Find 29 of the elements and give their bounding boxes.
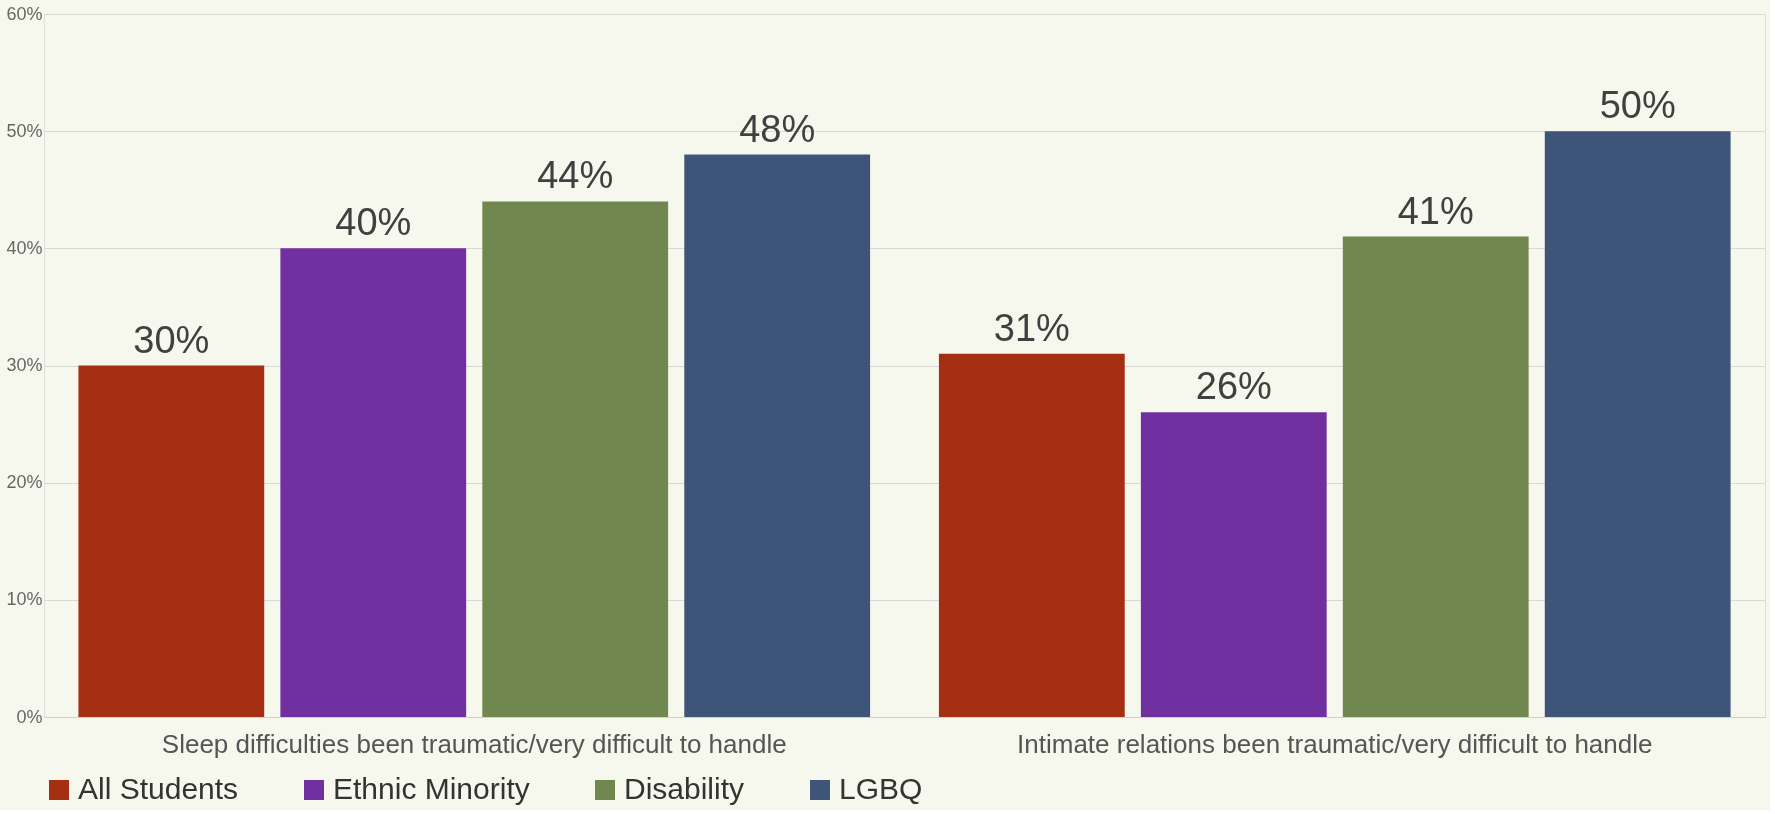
data-label: 50% <box>1599 84 1676 127</box>
data-label: 26% <box>1195 365 1272 408</box>
y-tick-label: 60% <box>6 3 43 24</box>
data-label: 40% <box>335 201 412 244</box>
data-label: 48% <box>739 107 816 150</box>
bar <box>280 248 467 717</box>
y-tick-label: 30% <box>6 355 43 375</box>
bar <box>1544 131 1731 717</box>
x-tick-label: Sleep difficulties been traumatic/very difficult to handle <box>161 728 787 759</box>
data-label: 44% <box>537 154 614 197</box>
y-tick-label: 50% <box>6 120 43 141</box>
x-tick-label: Intimate relations been traumatic/very difficult to handle <box>1017 728 1653 759</box>
legend-label: Ethnic Minority <box>333 772 530 805</box>
data-label: 30% <box>133 318 210 361</box>
legend-label: All Students <box>78 772 239 805</box>
y-tick-label: 20% <box>6 472 43 493</box>
y-tick-label: 0% <box>16 706 43 727</box>
bar <box>938 353 1125 717</box>
bar <box>684 154 871 717</box>
y-tick-label: 40% <box>6 237 43 258</box>
bar <box>78 365 265 717</box>
bar <box>1342 236 1529 717</box>
y-tick-label: 10% <box>6 589 43 610</box>
legend-label: LGBQ <box>839 772 923 805</box>
bar <box>482 201 669 717</box>
bar <box>1140 412 1327 717</box>
data-label: 41% <box>1397 189 1474 232</box>
legend-label: Disability <box>624 772 745 805</box>
data-label: 31% <box>993 306 1070 349</box>
